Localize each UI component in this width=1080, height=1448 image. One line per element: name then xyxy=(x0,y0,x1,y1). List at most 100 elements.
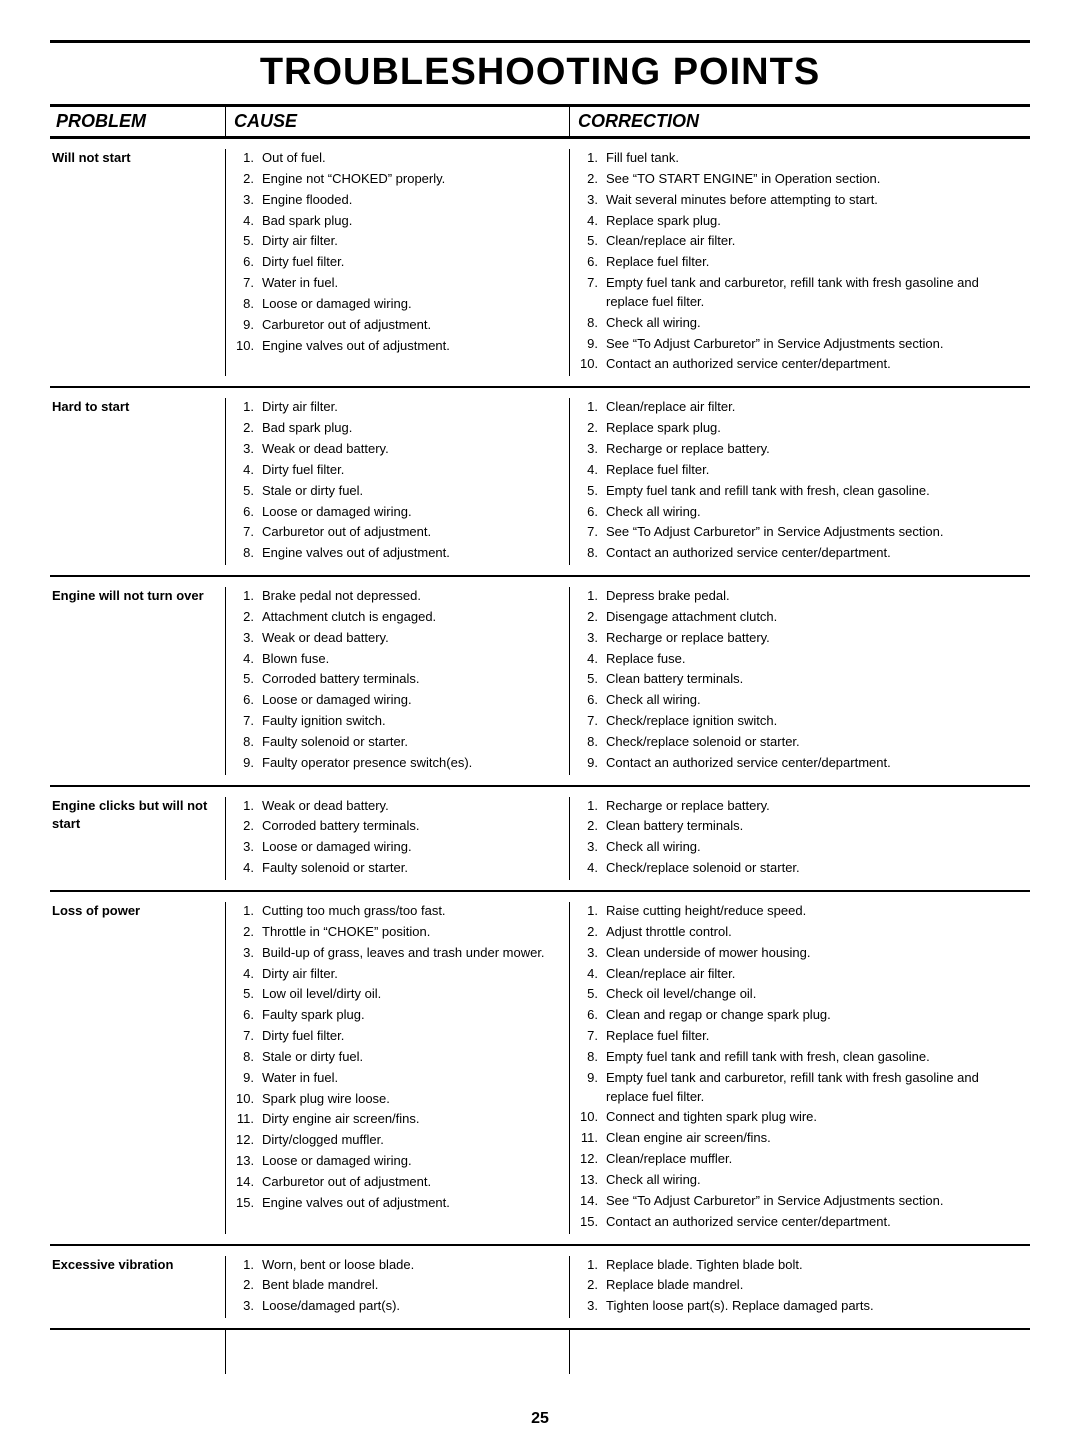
list-item: 7.Carburetor out of adjustment. xyxy=(236,523,559,542)
list-item-text: Replace spark plug. xyxy=(606,419,1020,438)
list-item-number: 3. xyxy=(236,629,262,648)
list-item-text: Corroded battery terminals. xyxy=(262,670,559,689)
list-item: 3.Recharge or replace battery. xyxy=(580,440,1020,459)
list-item: 4.Blown fuse. xyxy=(236,650,559,669)
list-item: 4.Dirty fuel filter. xyxy=(236,461,559,480)
list-item: 13.Check all wiring. xyxy=(580,1171,1020,1190)
cause-list: 1.Out of fuel.2.Engine not “CHOKED” prop… xyxy=(236,149,559,355)
list-item-number: 11. xyxy=(236,1110,262,1129)
list-item-text: Empty fuel tank and refill tank with fre… xyxy=(606,1048,1020,1067)
list-item-text: Worn, bent or loose blade. xyxy=(262,1256,559,1275)
list-item: 1.Clean/replace air filter. xyxy=(580,398,1020,417)
list-item-number: 4. xyxy=(236,965,262,984)
list-item: 3.Engine flooded. xyxy=(236,191,559,210)
list-item-text: Dirty fuel filter. xyxy=(262,253,559,272)
list-item-number: 1. xyxy=(580,587,606,606)
list-item: 10.Connect and tighten spark plug wire. xyxy=(580,1108,1020,1127)
list-item-number: 6. xyxy=(236,691,262,710)
list-item: 2.Adjust throttle control. xyxy=(580,923,1020,942)
list-item: 2.Bent blade mandrel. xyxy=(236,1276,559,1295)
table-tail-rules xyxy=(50,1330,1030,1374)
header-problem: PROBLEM xyxy=(50,107,225,136)
list-item-text: Stale or dirty fuel. xyxy=(262,1048,559,1067)
header-correction: CORRECTION xyxy=(570,107,1030,136)
list-item-number: 4. xyxy=(236,461,262,480)
list-item-number: 8. xyxy=(236,295,262,314)
list-item-text: Recharge or replace battery. xyxy=(606,440,1020,459)
list-item-number: 9. xyxy=(236,316,262,335)
list-item: 6.Loose or damaged wiring. xyxy=(236,503,559,522)
list-item-text: Recharge or replace battery. xyxy=(606,797,1020,816)
list-item-number: 9. xyxy=(580,754,606,773)
list-item-text: Raise cutting height/reduce speed. xyxy=(606,902,1020,921)
list-item-text: See “To Adjust Carburetor” in Service Ad… xyxy=(606,523,1020,542)
list-item-number: 1. xyxy=(236,398,262,417)
list-item-text: Throttle in “CHOKE” position. xyxy=(262,923,559,942)
list-item: 8.Check/replace solenoid or starter. xyxy=(580,733,1020,752)
list-item: 4.Check/replace solenoid or starter. xyxy=(580,859,1020,878)
list-item: 5.Corroded battery terminals. xyxy=(236,670,559,689)
list-item-text: See “To Adjust Carburetor” in Service Ad… xyxy=(606,335,1020,354)
correction-cell: 1.Clean/replace air filter.2.Replace spa… xyxy=(570,398,1030,565)
list-item-text: Out of fuel. xyxy=(262,149,559,168)
list-item-number: 2. xyxy=(580,170,606,189)
list-item-text: Disengage attachment clutch. xyxy=(606,608,1020,627)
top-rule xyxy=(50,40,1030,43)
cause-cell: 1.Worn, bent or loose blade.2.Bent blade… xyxy=(225,1256,570,1319)
list-item-text: Cutting too much grass/too fast. xyxy=(262,902,559,921)
list-item: 1.Dirty air filter. xyxy=(236,398,559,417)
table-row: Engine clicks but will not start1.Weak o… xyxy=(50,787,1030,892)
list-item: 4.Bad spark plug. xyxy=(236,212,559,231)
header-cause: CAUSE xyxy=(225,107,570,136)
cause-cell: 1.Weak or dead battery.2.Corroded batter… xyxy=(225,797,570,880)
list-item-number: 2. xyxy=(580,817,606,836)
table-header-row: PROBLEM CAUSE CORRECTION xyxy=(50,104,1030,139)
page-title: TROUBLESHOOTING POINTS xyxy=(50,51,1030,94)
list-item: 1.Replace blade. Tighten blade bolt. xyxy=(580,1256,1020,1275)
list-item: 3.Weak or dead battery. xyxy=(236,629,559,648)
list-item: 6.Replace fuel filter. xyxy=(580,253,1020,272)
list-item: 3.Loose or damaged wiring. xyxy=(236,838,559,857)
list-item-number: 9. xyxy=(236,1069,262,1088)
list-item-text: Bent blade mandrel. xyxy=(262,1276,559,1295)
list-item-text: See “TO START ENGINE” in Operation secti… xyxy=(606,170,1020,189)
list-item-number: 7. xyxy=(236,274,262,293)
list-item: 3.Wait several minutes before attempting… xyxy=(580,191,1020,210)
correction-list: 1.Clean/replace air filter.2.Replace spa… xyxy=(580,398,1020,563)
list-item-number: 7. xyxy=(580,712,606,731)
list-item: 15.Contact an authorized service center/… xyxy=(580,1213,1020,1232)
table-row: Loss of power1.Cutting too much grass/to… xyxy=(50,892,1030,1246)
list-item-text: Contact an authorized service center/dep… xyxy=(606,754,1020,773)
list-item: 11.Clean engine air screen/fins. xyxy=(580,1129,1020,1148)
table-row: Engine will not turn over1.Brake pedal n… xyxy=(50,577,1030,787)
correction-cell: 1.Raise cutting height/reduce speed.2.Ad… xyxy=(570,902,1030,1234)
list-item: 14.Carburetor out of adjustment. xyxy=(236,1173,559,1192)
list-item-number: 13. xyxy=(580,1171,606,1190)
list-item: 2.Throttle in “CHOKE” position. xyxy=(236,923,559,942)
cause-list: 1.Dirty air filter.2.Bad spark plug.3.We… xyxy=(236,398,559,563)
list-item: 14.See “To Adjust Carburetor” in Service… xyxy=(580,1192,1020,1211)
list-item-number: 5. xyxy=(236,670,262,689)
list-item: 4.Faulty solenoid or starter. xyxy=(236,859,559,878)
correction-list: 1.Fill fuel tank.2.See “TO START ENGINE”… xyxy=(580,149,1020,374)
list-item-text: Clean/replace air filter. xyxy=(606,232,1020,251)
list-item: 2.Replace blade mandrel. xyxy=(580,1276,1020,1295)
list-item-number: 4. xyxy=(236,650,262,669)
list-item-number: 6. xyxy=(580,691,606,710)
list-item: 4.Dirty air filter. xyxy=(236,965,559,984)
list-item-text: Faulty ignition switch. xyxy=(262,712,559,731)
list-item-text: Clean engine air screen/fins. xyxy=(606,1129,1020,1148)
list-item-number: 1. xyxy=(580,1256,606,1275)
list-item-text: Dirty air filter. xyxy=(262,232,559,251)
list-item: 1.Out of fuel. xyxy=(236,149,559,168)
list-item-number: 6. xyxy=(580,253,606,272)
list-item: 8.Contact an authorized service center/d… xyxy=(580,544,1020,563)
list-item: 2.Attachment clutch is engaged. xyxy=(236,608,559,627)
cause-cell: 1.Dirty air filter.2.Bad spark plug.3.We… xyxy=(225,398,570,565)
list-item-number: 4. xyxy=(580,212,606,231)
list-item: 3.Tighten loose part(s). Replace damaged… xyxy=(580,1297,1020,1316)
list-item-text: Engine valves out of adjustment. xyxy=(262,1194,559,1213)
correction-cell: 1.Replace blade. Tighten blade bolt.2.Re… xyxy=(570,1256,1030,1319)
list-item-text: Corroded battery terminals. xyxy=(262,817,559,836)
list-item: 5.Clean/replace air filter. xyxy=(580,232,1020,251)
